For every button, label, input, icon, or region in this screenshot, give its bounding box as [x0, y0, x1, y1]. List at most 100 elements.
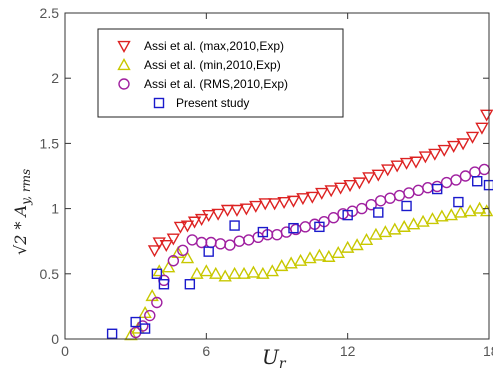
min-triangle-point: [275, 259, 289, 272]
present-square-point: [314, 221, 325, 233]
min-triangle-point: [444, 208, 459, 221]
legend-label-min: Assi et al. (min,2010,Exp): [144, 58, 281, 72]
x-axis-label-base: U: [262, 345, 280, 369]
legend-label-present: Present study: [176, 96, 249, 110]
max-triangle-point: [277, 196, 291, 210]
axis-ticks: 0 6 12 18 0 0.5 1 1.5 2 2.5: [40, 5, 493, 359]
min-triangle-point: [378, 225, 393, 238]
rms-circle-point: [365, 198, 377, 211]
min-triangle-point: [209, 266, 223, 279]
min-triangle-point: [284, 256, 298, 269]
max-triangle-point: [315, 187, 329, 200]
rms-circle-point: [177, 244, 189, 257]
present-square-point: [203, 246, 214, 257]
x-axis-label-sub: r: [279, 356, 287, 370]
legend-box: [97, 28, 344, 118]
max-triangle-point: [239, 203, 254, 216]
legend: Assi et al. (max,2010,Exp) Assi et al. (…: [97, 28, 344, 118]
min-triangle-point: [340, 240, 355, 253]
min-triangle-point: [322, 249, 336, 262]
max-triangle-point: [296, 193, 310, 206]
y-tick-label: 1.5: [40, 135, 60, 151]
max-triangle-point: [180, 220, 195, 233]
rms-circle-point: [356, 202, 368, 215]
rms-circle-point: [224, 239, 236, 251]
min-triangle-point: [406, 217, 421, 230]
rms-circle-point: [327, 212, 340, 224]
present-square-point: [401, 200, 412, 212]
min-triangle-point: [454, 205, 468, 218]
present-square-point: [257, 226, 269, 238]
y-axis-label-text: √2 * A: [11, 205, 30, 255]
max-triangle-point: [428, 148, 442, 161]
min-triangle-point: [472, 201, 487, 214]
present-square-point: [184, 279, 196, 290]
data-marks: [106, 109, 493, 341]
max-triangle-point: [211, 208, 225, 221]
min-triangle-point: [293, 253, 308, 266]
min-triangle-point: [369, 227, 383, 240]
max-triangle-point: [267, 198, 282, 211]
max-triangle-point: [220, 204, 235, 217]
present-square-point: [151, 268, 163, 279]
min-triangle-point: [425, 212, 440, 225]
plot-frame: [64, 12, 490, 340]
rms-circle-point: [459, 170, 472, 182]
x-tick-label: 12: [340, 343, 356, 359]
present-square-point: [472, 176, 483, 187]
min-triangle-point: [359, 232, 374, 245]
min-triangle-point: [227, 266, 242, 279]
rms-circle-point: [450, 174, 462, 186]
max-triangle-point: [324, 185, 338, 198]
max-triangle-point: [390, 160, 404, 173]
max-triangle-point: [159, 240, 173, 253]
min-triangle-point: [218, 269, 232, 282]
max-triangle-point: [399, 157, 414, 170]
present-square-point: [453, 196, 464, 208]
min-triangle-point: [190, 266, 204, 279]
min-triangle-point: [435, 209, 449, 222]
max-triangle-point: [286, 195, 301, 208]
max-triangle-point: [258, 198, 272, 211]
present-square-point: [106, 328, 118, 339]
max-triangle-point: [187, 216, 202, 229]
min-triangle-point: [397, 219, 411, 232]
min-triangle-point: [161, 260, 176, 273]
max-triangle-point: [456, 138, 470, 151]
max-triangle-point: [352, 177, 367, 190]
x-tick-label: 18: [483, 343, 493, 359]
max-triangle-point: [230, 204, 244, 217]
max-triangle-point: [371, 169, 385, 182]
max-triangle-point: [201, 210, 216, 223]
min-triangle-point: [265, 264, 279, 277]
max-triangle-point: [409, 156, 423, 169]
max-triangle-point: [305, 191, 320, 204]
max-triangle-point: [475, 122, 489, 135]
y-tick-label: 0: [51, 331, 59, 347]
legend-marker-present: [153, 97, 165, 109]
max-triangle-point: [437, 144, 451, 157]
rms-circle-point: [151, 296, 163, 309]
max-triangle-point: [381, 164, 395, 177]
x-axis-label: Ur: [262, 345, 287, 370]
y-tick-label: 2.5: [40, 5, 60, 21]
y-tick-label: 1: [51, 201, 59, 217]
min-triangle-point: [312, 248, 327, 261]
legend-marker-min: [117, 58, 131, 71]
present-square-point: [130, 316, 141, 328]
min-triangle-point: [171, 245, 185, 259]
max-triangle-point: [362, 172, 376, 185]
min-triangle-point: [350, 238, 364, 251]
legend-markers: [117, 40, 165, 109]
y-tick-label: 2: [51, 70, 59, 86]
max-triangle-point: [446, 140, 461, 153]
present-square-point: [158, 279, 170, 290]
x-tick-label: 0: [61, 343, 69, 359]
present-square-point: [139, 323, 151, 334]
y-tick-label: 0.5: [40, 266, 60, 282]
y-axis-label-sub: y, rms: [19, 169, 33, 206]
legend-label-rms: Assi et al. (RMS,2010,Exp): [144, 77, 288, 91]
present-square-point: [373, 207, 384, 218]
max-triangle-point: [166, 233, 181, 246]
legend-marker-max: [117, 40, 131, 53]
